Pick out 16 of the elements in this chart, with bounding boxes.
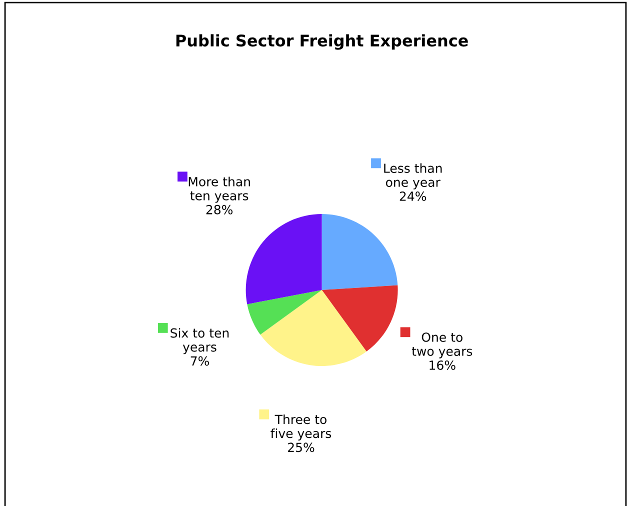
pie-slice: [322, 285, 398, 352]
pie-slice: [322, 214, 398, 290]
pie-slice: [260, 290, 366, 366]
pie-slice: [246, 214, 322, 304]
data-label: 16%: [430, 360, 456, 370]
data-label: 24%: [400, 192, 426, 201]
legend-label: One to two years: [412, 332, 472, 358]
legend-label: Six to ten years: [170, 328, 229, 354]
pie-slice: [247, 290, 322, 335]
legend-label: Less than one year: [384, 163, 442, 190]
chart-title: Public Sector Freight Experience: [176, 34, 468, 50]
legend-label: More than ten years: [188, 176, 250, 203]
data-label: 7%: [190, 356, 209, 366]
data-label: 28%: [206, 204, 233, 214]
data-label: 25%: [288, 442, 314, 452]
legend-label: Three to five years: [270, 414, 332, 441]
